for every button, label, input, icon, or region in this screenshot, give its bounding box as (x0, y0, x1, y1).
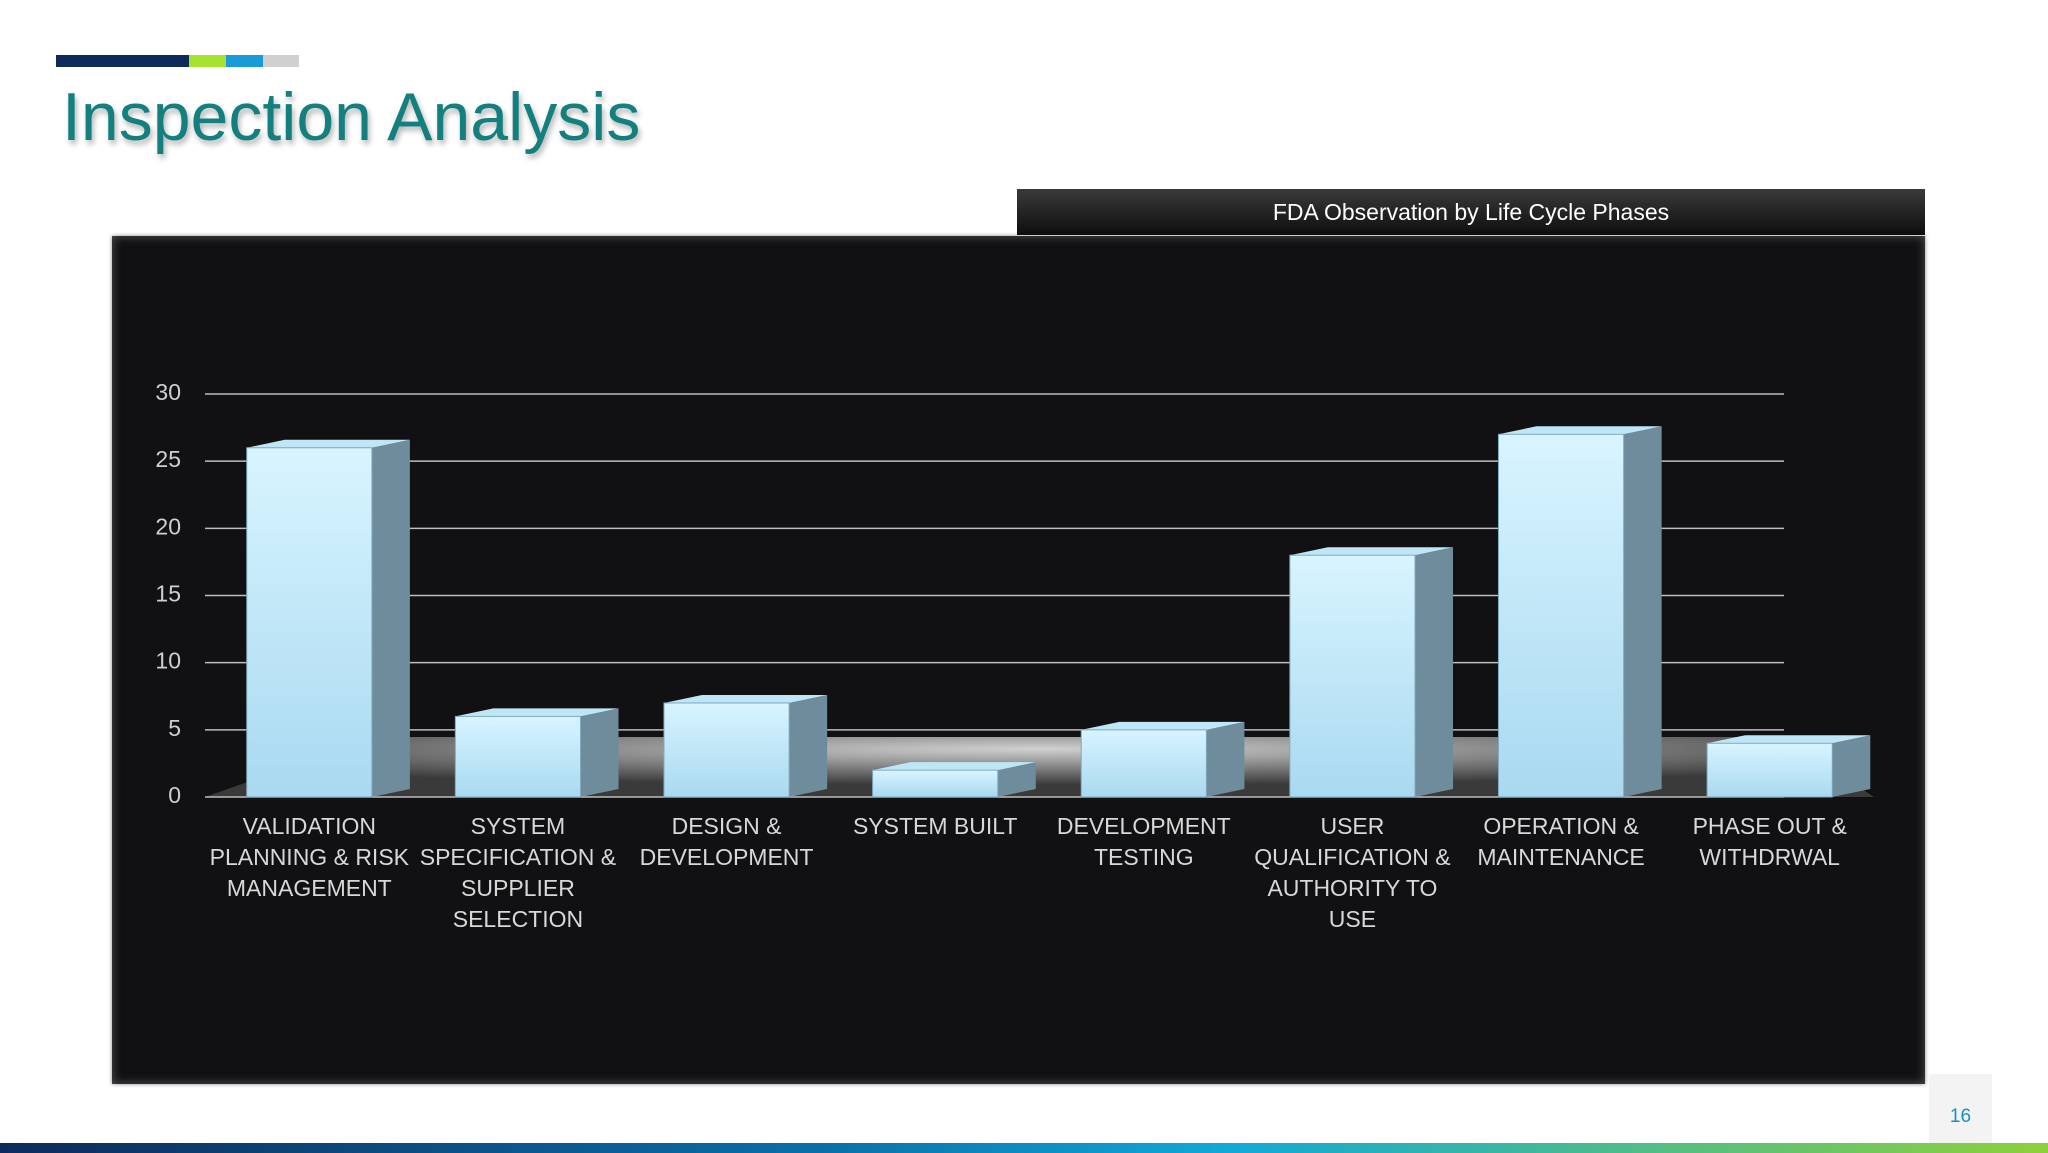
bar-top (1289, 547, 1454, 556)
page-number-box (1929, 1074, 1992, 1143)
x-tick-label: SYSTEM SPECIFICATION & SUPPLIER SELECTIO… (419, 813, 617, 932)
bar-top (455, 708, 619, 717)
bar (1706, 742, 1833, 798)
x-tick-label: DESIGN & DEVELOPMENT (639, 813, 814, 870)
bar-top (246, 439, 410, 448)
slide-title: Inspection Analysis (62, 79, 641, 155)
bar-side (1623, 426, 1662, 797)
chart-title: FDA Observation by Life Cycle Phases (1017, 189, 1925, 235)
bar (872, 769, 999, 798)
x-tick-label: PHASE OUT & WITHDRWAL (1692, 813, 1847, 870)
x-tick-label: USER QUALIFICATION & AUTHORITY TO USE (1254, 813, 1451, 932)
bar-side (1415, 547, 1454, 797)
bar (1497, 433, 1625, 798)
bar-side (1832, 735, 1871, 797)
bar-side (1206, 721, 1245, 797)
y-tick-label: 0 (168, 782, 181, 808)
bar (663, 702, 790, 798)
y-tick-label: 20 (155, 513, 181, 539)
accent-stripe (226, 55, 263, 67)
accent-stripe (263, 55, 299, 67)
bar-top (1081, 721, 1245, 730)
bar (454, 715, 582, 798)
page-number: 16 (1949, 1106, 1972, 1127)
floor (205, 737, 1874, 797)
bar-top (872, 762, 1036, 771)
bar (1080, 729, 1207, 798)
x-tick-label: VALIDATION PLANNING & RISK MANAGEMENT (209, 813, 409, 901)
bar-side (789, 694, 828, 797)
bar-side (371, 439, 410, 797)
bar-top (1498, 426, 1662, 435)
y-tick-label: 10 (155, 648, 181, 674)
accent-stripe (189, 55, 226, 67)
y-tick-label: 25 (155, 446, 181, 472)
bar (246, 447, 373, 798)
y-tick-label: 30 (155, 379, 181, 405)
x-tick-label: DEVELOPMENT TESTING (1056, 813, 1231, 870)
footer-bar (0, 1143, 2048, 1153)
y-tick-label: 5 (168, 715, 181, 741)
x-tick-label: OPERATION & MAINTENANCE (1477, 813, 1645, 870)
bar-side (997, 762, 1036, 797)
y-tick-label: 15 (155, 581, 181, 607)
bar (1289, 554, 1416, 798)
bar-top (1707, 735, 1871, 744)
accent-stripe (56, 55, 189, 67)
bar-top (663, 694, 828, 703)
bar-side (580, 708, 619, 797)
x-tick-label: SYSTEM BUILT (852, 813, 1018, 839)
